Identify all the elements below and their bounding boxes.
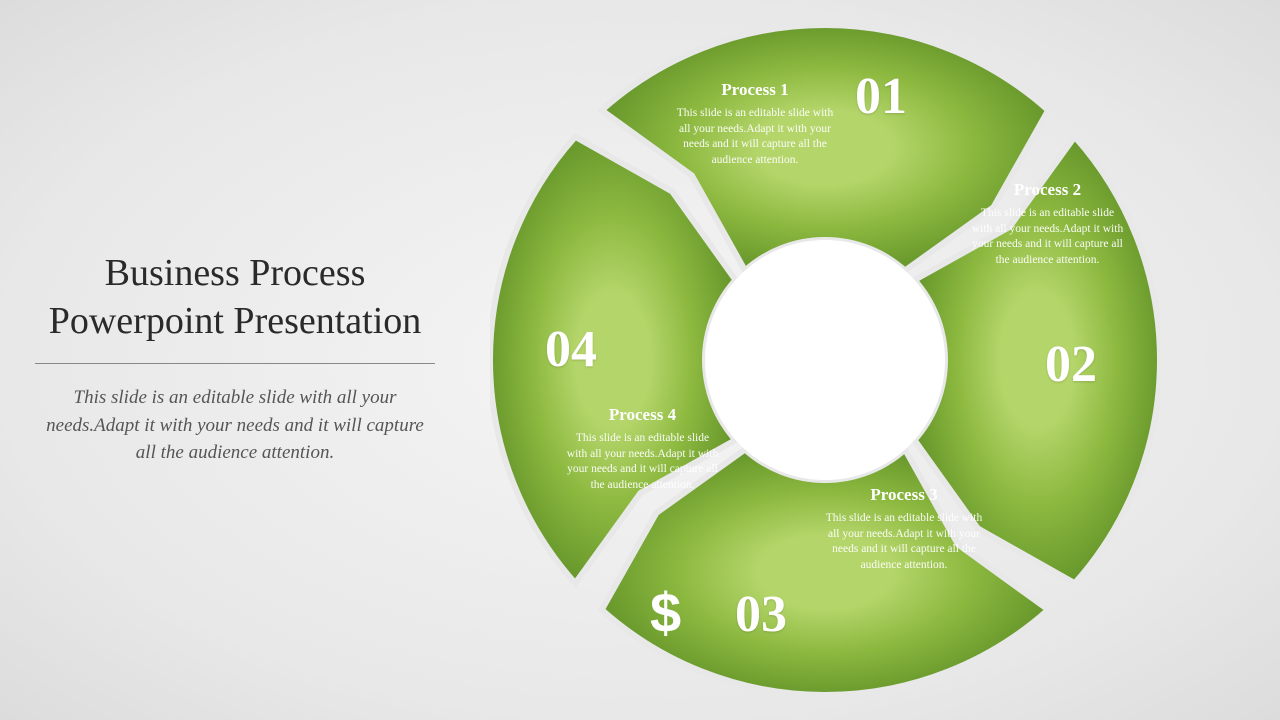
segment-1-number: 01 — [855, 67, 907, 126]
segment-2-text: Process 2 This slide is an editable slid… — [970, 180, 1125, 268]
segment-2-number: 02 — [1045, 335, 1097, 394]
circular-process-diagram: Process 1 This slide is an editable slid… — [490, 25, 1160, 695]
segment-2-title: Process 2 — [970, 180, 1125, 200]
segment-3-title: Process 3 — [825, 485, 983, 505]
page-title: Business Process Powerpoint Presentation — [35, 250, 435, 364]
segment-1-text: Process 1 This slide is an editable slid… — [675, 80, 835, 168]
dollar-icon: $ — [650, 580, 681, 645]
segment-1-desc: This slide is an editable slide with all… — [675, 106, 835, 168]
segment-4-text: Process 4 This slide is an editable slid… — [565, 405, 720, 493]
segment-3-text: Process 3 This slide is an editable slid… — [825, 485, 983, 573]
segment-4-title: Process 4 — [565, 405, 720, 425]
segment-4-desc: This slide is an editable slide with all… — [565, 431, 720, 493]
segment-3-desc: This slide is an editable slide with all… — [825, 511, 983, 573]
segment-3-number: 03 — [735, 585, 787, 644]
segment-4-number: 04 — [545, 320, 597, 379]
center-circle — [705, 240, 945, 480]
segment-2-desc: This slide is an editable slide with all… — [970, 206, 1125, 268]
page-description: This slide is an editable slide with all… — [35, 384, 435, 467]
left-panel: Business Process Powerpoint Presentation… — [35, 250, 435, 467]
segment-1-title: Process 1 — [675, 80, 835, 100]
